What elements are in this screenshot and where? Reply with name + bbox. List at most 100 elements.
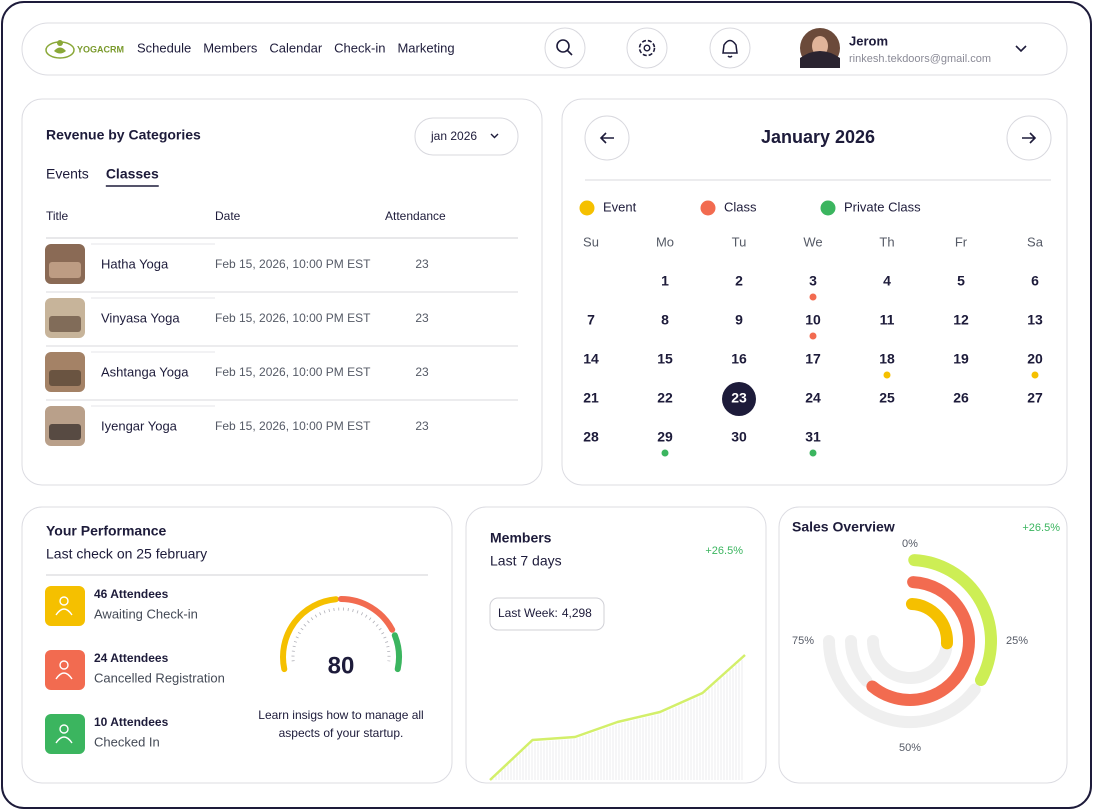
column-header: Title (46, 209, 69, 223)
prev-month-button[interactable] (584, 115, 630, 161)
status-icon-glyph (55, 736, 73, 744)
day[interactable]: 28 (583, 429, 599, 445)
column-header: Date (215, 209, 241, 223)
ring-track (845, 635, 873, 687)
weekday: Th (879, 234, 894, 249)
avatar[interactable] (800, 28, 840, 68)
day[interactable]: 2 (735, 273, 743, 289)
brand: YOGACRM (77, 44, 124, 54)
day[interactable]: 24 (805, 390, 821, 406)
card-title: Revenue by Categories (46, 127, 201, 143)
class-name: Ashtanga Yoga (101, 364, 189, 379)
day[interactable]: 9 (735, 312, 743, 328)
day[interactable]: 3 (809, 273, 817, 289)
day[interactable]: 8 (661, 312, 669, 328)
day[interactable]: 16 (731, 351, 747, 367)
period-dropdown[interactable] (414, 117, 519, 156)
card-title: Members (490, 530, 552, 546)
event-dot (1031, 371, 1039, 379)
day[interactable]: 19 (953, 351, 969, 367)
logo (45, 40, 75, 59)
day[interactable]: 31 (805, 429, 821, 445)
status-icon (45, 714, 85, 754)
card-subtitle: Last 7 days (490, 553, 562, 569)
day[interactable]: 20 (1027, 351, 1043, 367)
gauge-arc (391, 632, 402, 673)
gauge-arc (338, 596, 396, 633)
tab[interactable]: Events (46, 166, 89, 182)
day[interactable]: 1 (661, 273, 669, 289)
search-button[interactable] (544, 27, 586, 69)
day[interactable]: 18 (879, 351, 895, 367)
nav-link[interactable]: Marketing (397, 40, 454, 55)
ring-track (823, 635, 981, 728)
day[interactable]: 26 (953, 390, 969, 406)
class-thumbnail-detail (49, 262, 81, 278)
status-icon (45, 586, 85, 626)
day[interactable]: 12 (953, 312, 969, 328)
attendee-count: 10 Attendees (94, 715, 169, 729)
column-header: Attendance (385, 209, 446, 223)
weekday: Fr (955, 234, 968, 249)
next-month-button[interactable] (1006, 115, 1052, 161)
day[interactable]: 5 (957, 273, 965, 289)
nav-link[interactable]: Members (203, 40, 258, 55)
class-attendance: 23 (415, 257, 429, 271)
day[interactable]: 21 (583, 390, 599, 406)
day[interactable]: 15 (657, 351, 673, 367)
day[interactable]: 22 (657, 390, 673, 406)
class-thumbnail-detail (49, 316, 81, 332)
ring-bar (908, 554, 997, 687)
day[interactable]: 23 (731, 390, 747, 406)
tooltip-label: Last Week: (498, 606, 558, 620)
day[interactable]: 6 (1031, 273, 1039, 289)
day[interactable]: 14 (583, 351, 599, 367)
day[interactable]: 27 (1027, 390, 1043, 406)
settings-button[interactable] (626, 27, 668, 69)
status-icon-glyph (55, 672, 73, 680)
change-badge: +26.5% (1022, 522, 1060, 534)
tab[interactable]: Classes (106, 166, 159, 182)
weekday: Mo (656, 234, 674, 249)
legend-dot (700, 200, 716, 216)
notifications-button[interactable] (709, 27, 751, 69)
nav-link[interactable]: Schedule (137, 40, 191, 55)
attendee-status: Awaiting Check-in (94, 606, 198, 621)
card-title: Sales Overview (792, 519, 895, 535)
day[interactable]: 25 (879, 390, 895, 406)
attendee-count: 46 Attendees (94, 587, 169, 601)
calendar-card (561, 98, 1068, 486)
status-icon-glyph (55, 608, 73, 616)
note-box: Learn insigs how to manage all aspects o… (258, 708, 424, 740)
user-menu-chevron[interactable] (1015, 45, 1027, 53)
day[interactable]: 30 (731, 429, 747, 445)
attendee-status: Checked In (94, 734, 160, 749)
card-subtitle: Last check on 25 february (46, 546, 207, 562)
nav-link[interactable]: Calendar (269, 40, 322, 55)
legend-label: Private Class (844, 199, 921, 214)
card-title: Your Performance (46, 523, 167, 539)
gauge-score: 80 (328, 652, 355, 679)
tooltip-box (489, 597, 605, 631)
status-icon (45, 650, 85, 690)
attendee-status: Cancelled Registration (94, 670, 225, 685)
event-dot (661, 449, 669, 457)
status-icon-glyph (59, 660, 69, 670)
tooltip-value: 4,298 (562, 606, 592, 620)
ring-track (867, 635, 953, 684)
day[interactable]: 29 (657, 429, 673, 445)
performance-note: Learn insigs how to manage all aspects o… (258, 708, 424, 740)
ring-bar (866, 576, 975, 706)
day[interactable]: 7 (587, 312, 595, 328)
nav-link[interactable]: Check-in (334, 40, 385, 55)
day[interactable]: 17 (805, 351, 821, 367)
day[interactable]: 11 (880, 312, 895, 328)
period-label[interactable]: jan 2026 (430, 129, 477, 143)
day[interactable]: 13 (1027, 312, 1043, 328)
day[interactable]: 10 (805, 312, 821, 328)
sales-card (778, 506, 1068, 784)
class-date: Feb 15, 2026, 10:00 PM EST (215, 257, 371, 271)
user-name: Jerom (849, 33, 888, 48)
day[interactable]: 4 (883, 273, 891, 289)
